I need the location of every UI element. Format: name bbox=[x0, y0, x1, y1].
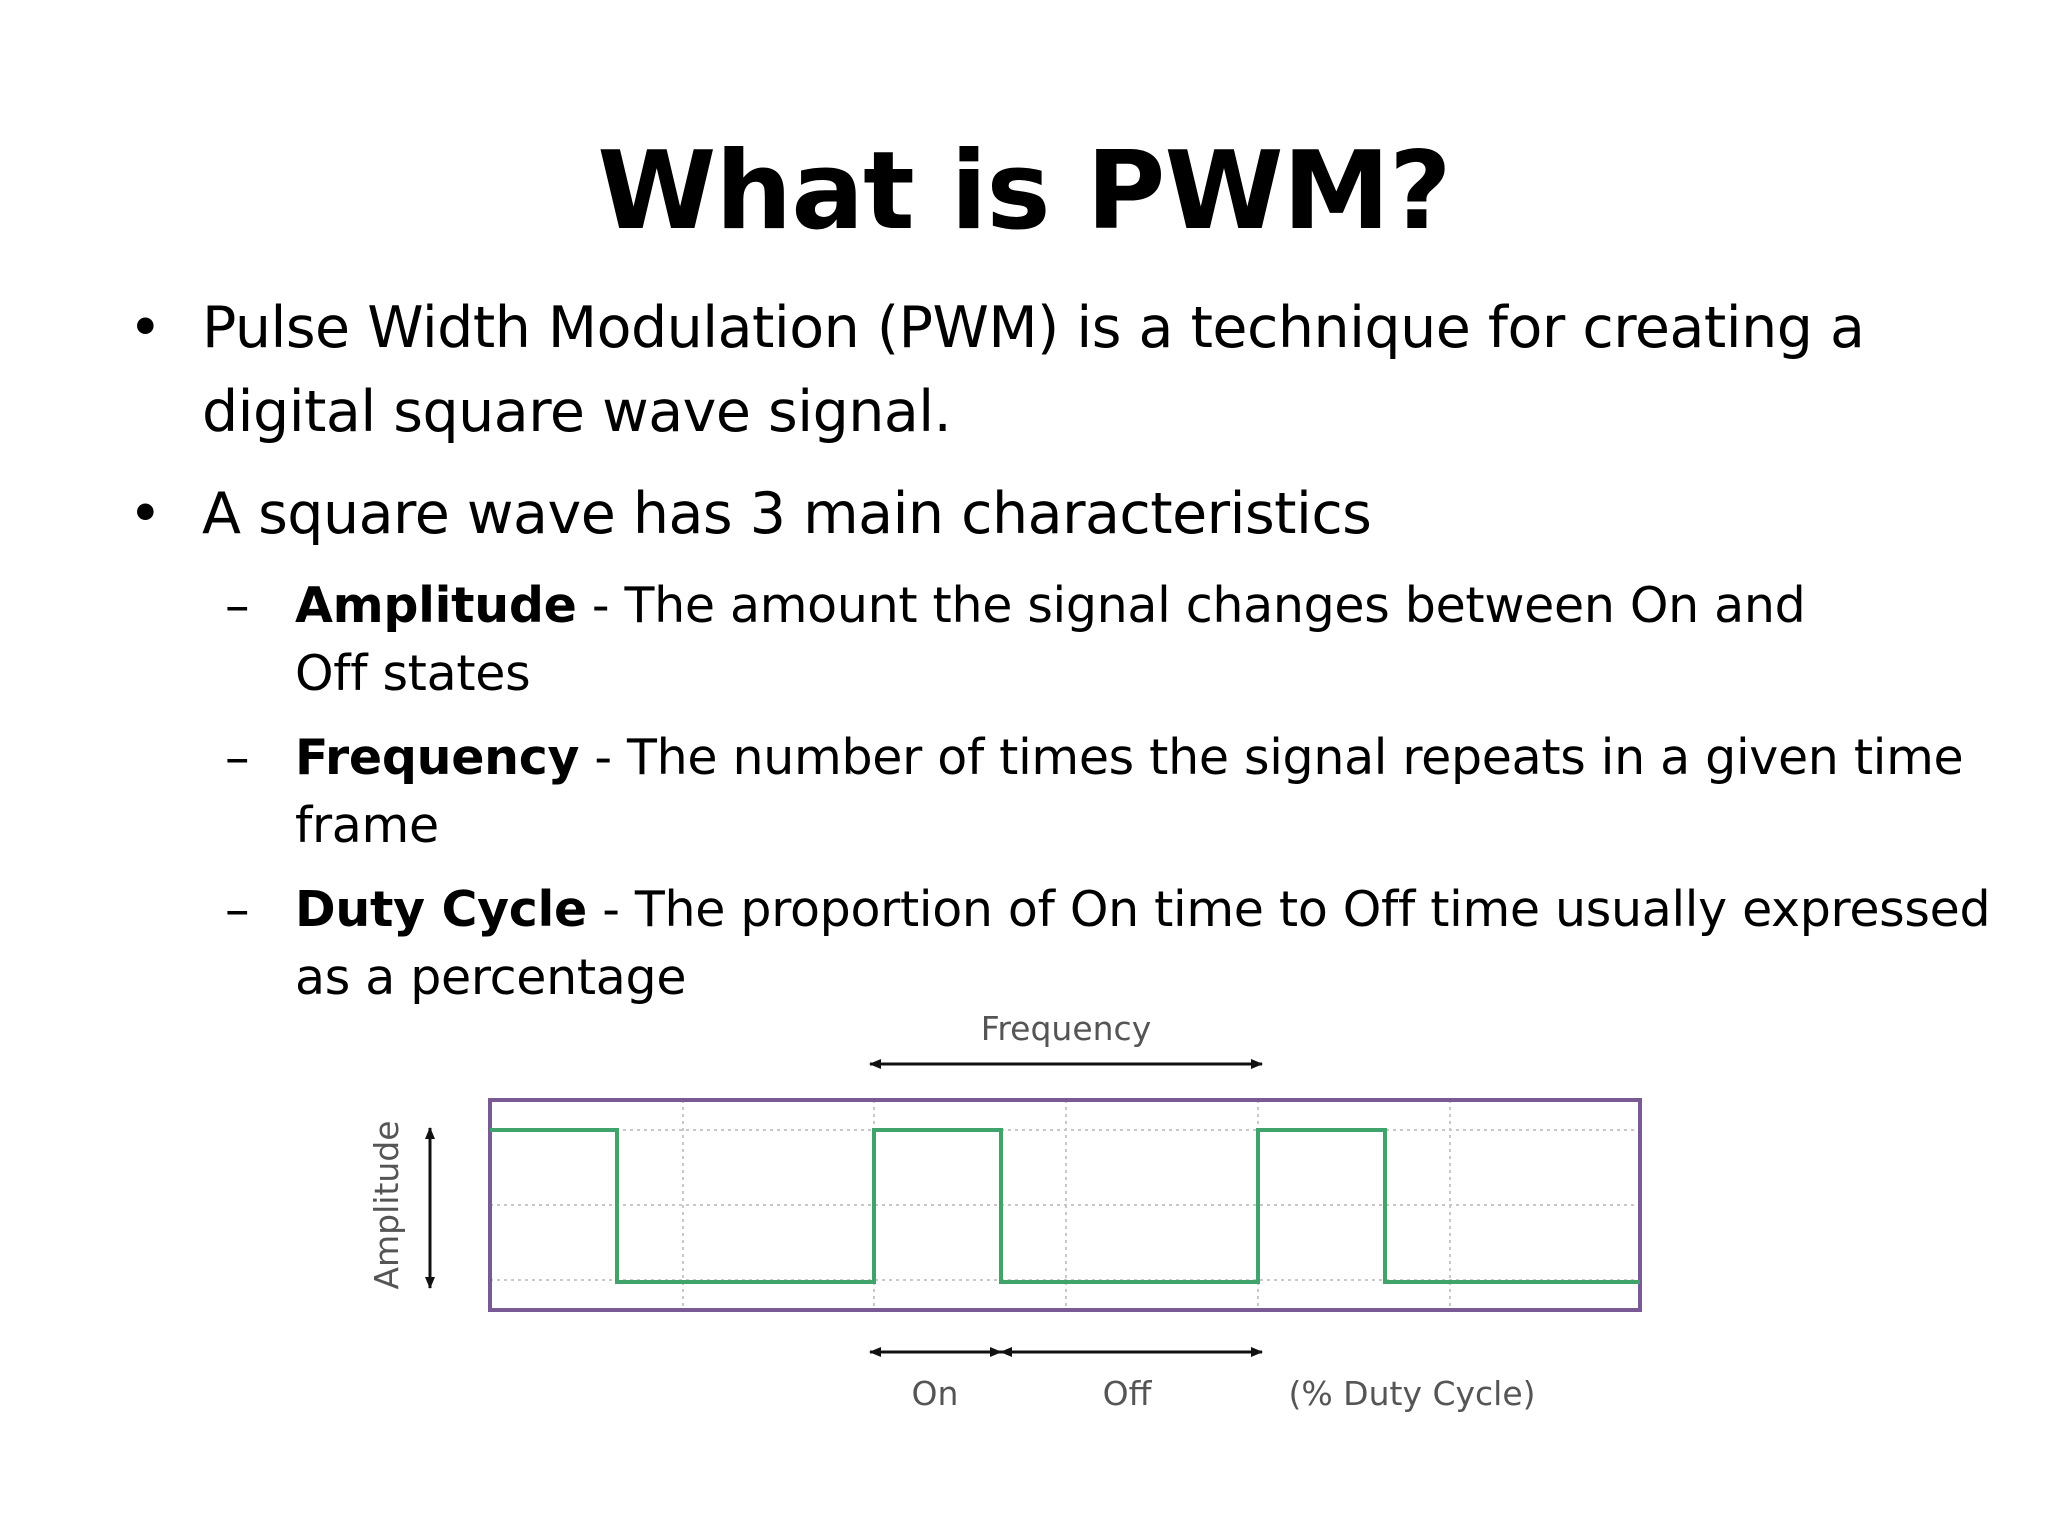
bullet-text: A square wave has 3 main characteristics bbox=[202, 472, 2042, 556]
plot-frame bbox=[488, 1098, 1642, 1312]
term-description: - The number of times the signal repeats… bbox=[579, 729, 1964, 786]
sub-bullet-text-line: as a percentage bbox=[295, 949, 687, 1006]
bullet-text-line: digital square wave signal. bbox=[202, 379, 952, 445]
sub-bullet-marker: – bbox=[225, 881, 250, 938]
sub-bullet-text: Frequency - The number of times the sign… bbox=[295, 724, 1995, 860]
term-label: Amplitude bbox=[295, 577, 577, 634]
sub-bullet-text-line: Amplitude - The amount the signal change… bbox=[295, 572, 1995, 640]
sub-bullet-marker: – bbox=[225, 577, 250, 634]
term-label: Frequency bbox=[295, 729, 580, 786]
term-description: - The proportion of On time to Off time … bbox=[586, 881, 1991, 938]
bullet-text: Pulse Width Modulation (PWM) is a techni… bbox=[202, 286, 2042, 454]
bullet-marker: • bbox=[128, 295, 162, 361]
sub-bullet-text-line: frame bbox=[295, 797, 439, 854]
term-description: - The amount the signal changes between … bbox=[576, 577, 1806, 634]
on-label: On bbox=[912, 1374, 959, 1413]
off-label: Off bbox=[1103, 1374, 1153, 1413]
square-wave-signal bbox=[490, 1128, 1640, 1284]
sub-bullet-text-line: Duty Cycle - The proportion of On time t… bbox=[295, 876, 1995, 944]
sub-bullet-text: Duty Cycle - The proportion of On time t… bbox=[295, 876, 1995, 1012]
slide-title: What is PWM? bbox=[597, 129, 1451, 254]
bullet-text-line: A square wave has 3 main characteristics bbox=[202, 481, 1372, 547]
bullet-marker: • bbox=[128, 481, 162, 547]
amplitude-label: Amplitude bbox=[367, 1120, 406, 1289]
sub-bullet-marker: – bbox=[225, 729, 250, 786]
frequency-label: Frequency bbox=[981, 1009, 1151, 1048]
diagram-grid bbox=[490, 1100, 1640, 1310]
sub-bullet-text-line: Frequency - The number of times the sign… bbox=[295, 724, 1995, 792]
term-label: Duty Cycle bbox=[295, 881, 587, 938]
sub-bullet-text-line: Off states bbox=[295, 645, 531, 702]
duty-cycle-label: (% Duty Cycle) bbox=[1288, 1374, 1535, 1413]
sub-bullet-text: Amplitude - The amount the signal change… bbox=[295, 572, 1995, 708]
bullet-text-line: Pulse Width Modulation (PWM) is a techni… bbox=[202, 295, 1865, 361]
